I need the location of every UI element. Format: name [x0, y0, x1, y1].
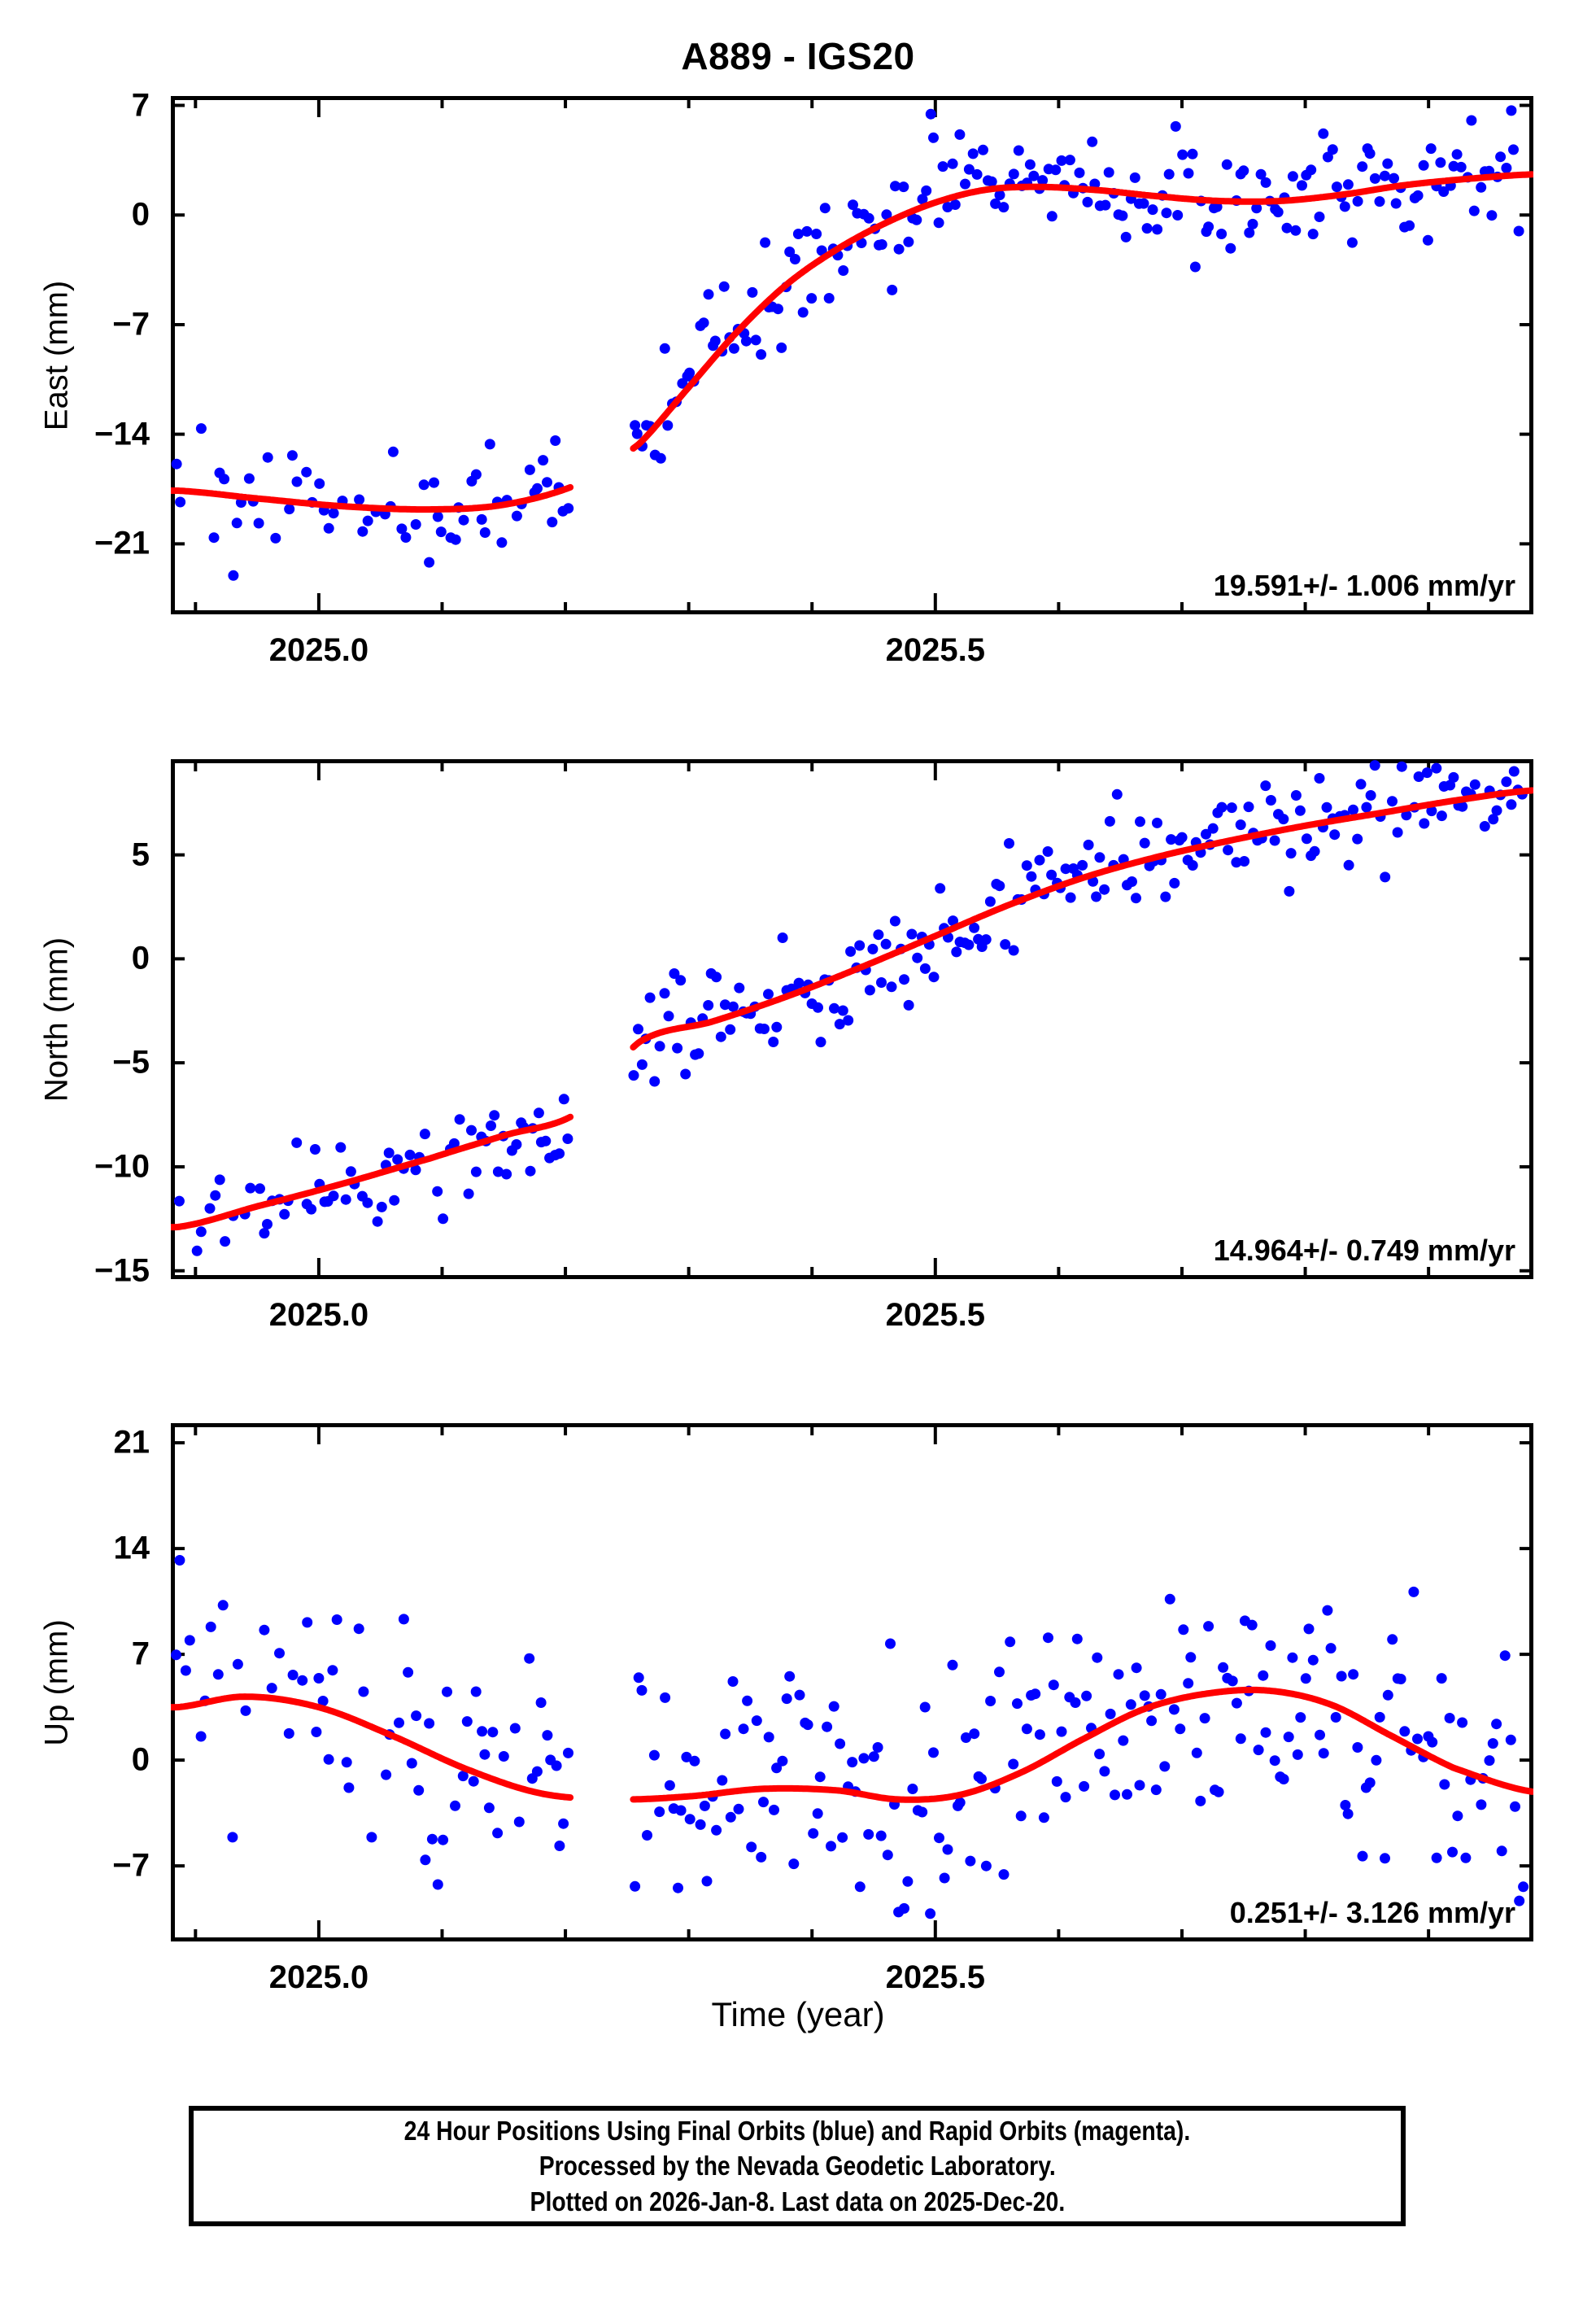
y-tick-label: 7: [131, 87, 150, 124]
panel-up-rate-label: 0.251+/- 3.126 mm/yr: [1229, 1896, 1515, 1929]
y-axis-title: East (mm): [38, 280, 75, 430]
y-tick-label: 14: [113, 1530, 150, 1566]
y-tick-label: −5: [112, 1044, 150, 1081]
panel-east: 19.591+/- 1.006 mm/yr 7 0 −7 −14 −21 2025.0 20…: [39, 87, 1533, 668]
data-points: [171, 1555, 1529, 1919]
figure-caption-box: 24 Hour Positions Using Final Orbits (bl…: [189, 2106, 1406, 2226]
y-axis-title: Up (mm): [38, 1618, 75, 1746]
x-tick-label: 2025.5: [885, 1297, 985, 1333]
y-tick-label: 7: [131, 1636, 150, 1672]
y-tick-label: 0: [131, 196, 150, 233]
panel-east-plot-area: [171, 96, 1533, 614]
fit-line: [171, 483, 574, 513]
y-tick-label: 21: [113, 1424, 150, 1461]
fit-line: [630, 171, 1533, 452]
x-tick-label: 2025.5: [885, 632, 985, 668]
fit-line: [630, 1686, 1533, 1803]
caption-line-1: 24 Hour Positions Using Final Orbits (bl…: [403, 2115, 1191, 2146]
x-tick-label: 2025.0: [268, 1959, 369, 1995]
x-tick-label: 2025.0: [268, 1297, 369, 1333]
fit-line: [171, 1113, 574, 1231]
page-title: A889 - IGS20: [681, 35, 915, 77]
panel-north-rate-label: 14.964+/- 0.749 mm/yr: [1213, 1234, 1515, 1267]
y-tick-label: −15: [94, 1252, 150, 1289]
y-tick-label: 0: [131, 940, 150, 976]
y-tick-label: −7: [112, 1847, 150, 1884]
panel-east-rate-label: 19.591+/- 1.006 mm/yr: [1213, 569, 1515, 602]
y-tick-label: 5: [131, 836, 150, 873]
panel-up-plot-area: [171, 1423, 1533, 1941]
y-tick-label: −21: [94, 525, 150, 561]
fit-line: [630, 787, 1533, 1051]
x-tick-label: 2025.5: [885, 1959, 985, 1995]
caption-line-2: Processed by the Nevada Geodetic Laborat…: [539, 2151, 1056, 2182]
y-tick-label: −10: [94, 1148, 150, 1185]
panel-north: 14.964+/- 0.749 mm/yr 5 0 −5 −10 −15 2025.0 20…: [39, 759, 1533, 1333]
y-tick-label: 0: [131, 1741, 150, 1778]
caption-line-3: Plotted on 2026-Jan-8. Last data on 2025…: [530, 2186, 1065, 2216]
y-tick-label: −14: [94, 416, 150, 452]
y-tick-label: −7: [112, 306, 150, 343]
x-axis-title: Time (year): [711, 1995, 885, 2033]
data-points: [173, 760, 1528, 1256]
x-tick-label: 2025.0: [268, 632, 369, 668]
panel-north-plot-area: [171, 759, 1533, 1279]
fit-line: [171, 1693, 574, 1802]
panel-up: 0.251+/- 3.126 mm/yr 21 14 7 0 −7 2025.0 2025.…: [39, 1423, 1533, 1995]
y-axis-title: North (mm): [38, 937, 75, 1102]
